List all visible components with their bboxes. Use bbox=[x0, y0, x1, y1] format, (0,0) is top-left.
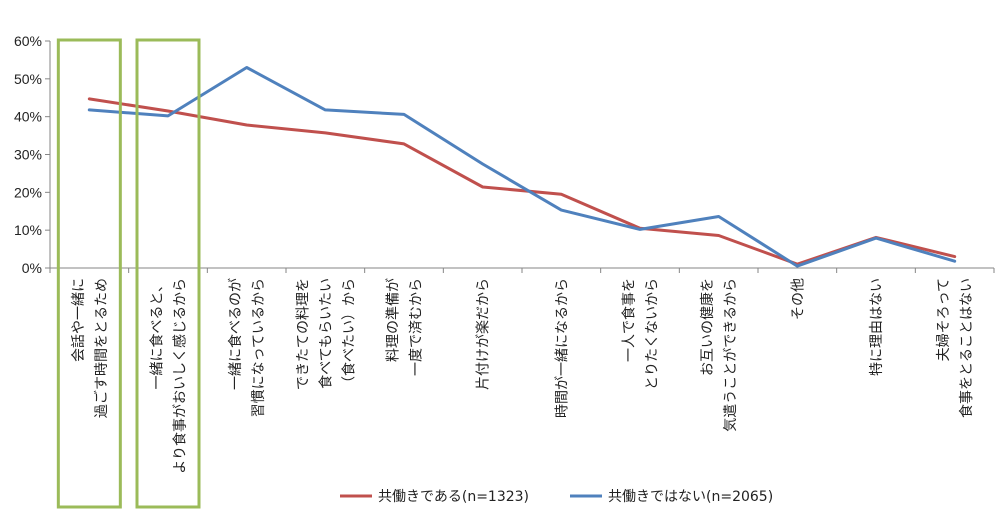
category-label-line: 時間が一緒になるから bbox=[554, 278, 570, 418]
category-label-line: 過ごす時間をとるため bbox=[94, 278, 110, 418]
y-tick-label: 60% bbox=[14, 33, 42, 49]
category-label: 会話や一緒に 過ごす時間をとるため bbox=[70, 278, 110, 418]
category-label: できたての料理を 食べてもらいたい （食べたい）から bbox=[295, 278, 357, 390]
category-label-line: お互いの健康を bbox=[699, 278, 716, 376]
y-tick-label: 30% bbox=[14, 147, 42, 163]
series-line-2 bbox=[87, 66, 957, 268]
y-tick-label: 20% bbox=[14, 184, 42, 200]
category-label-line: 気遣うことができるから bbox=[723, 278, 739, 432]
category-label-line: 夫婦そろって bbox=[935, 278, 952, 361]
category-label: 一緒に食べるのが 習慣になっているから bbox=[227, 278, 267, 417]
category-label-line: とりたくないから bbox=[645, 278, 661, 390]
category-label: お互いの健康を 気遣うことができるから bbox=[699, 278, 739, 432]
highlight-box bbox=[56, 38, 122, 509]
category-label-line: 食事をとることはない bbox=[958, 278, 975, 418]
legend-label: 共働きである(n=1323) bbox=[378, 489, 529, 505]
category-label-line: できたての料理を bbox=[295, 278, 311, 390]
category-label-line: より食事がおいしく感じるから bbox=[172, 278, 189, 474]
category-label: 夫婦そろって 食事をとることはない bbox=[935, 278, 975, 418]
category-label: 料理の準備が 一度で済むから bbox=[386, 278, 425, 376]
y-tick-label: 50% bbox=[14, 71, 42, 87]
x-axis bbox=[49, 267, 995, 273]
series-line-1 bbox=[87, 97, 957, 266]
category-label-line: 料理の準備が bbox=[386, 278, 402, 362]
category-label-line: 会話や一緒に bbox=[70, 278, 87, 362]
category-label-line: 習慣になっているから bbox=[250, 278, 267, 417]
category-labels: 会話や一緒に 過ごす時間をとるため 一緒に食べると、 より食事がおいしく感じるから 一緒… bbox=[70, 278, 975, 474]
y-axis: 0% 10% 20% 30% 40% 50% 60% bbox=[14, 33, 51, 276]
highlight-box bbox=[135, 38, 201, 509]
category-label: 時間が一緒になるから bbox=[554, 278, 570, 418]
category-label-line: 一人で食事を bbox=[621, 278, 638, 362]
category-label: 特に理由はない bbox=[869, 278, 885, 376]
category-label-line: （食べたい）から bbox=[340, 278, 357, 390]
category-label-line: 食べてもらいたい bbox=[317, 278, 334, 389]
series-lines bbox=[87, 66, 957, 268]
category-label: その他 bbox=[790, 278, 806, 320]
category-label: 一緒に食べると、 より食事がおいしく感じるから bbox=[149, 278, 189, 474]
y-tick-label: 0% bbox=[22, 260, 42, 276]
y-tick-label: 10% bbox=[14, 222, 42, 238]
category-label-line: 一緒に食べるのが bbox=[227, 278, 244, 390]
y-tick-label: 40% bbox=[14, 109, 42, 125]
legend: 共働きである(n=1323) 共働きではない(n=2065) bbox=[340, 489, 773, 505]
category-label: 一人で食事を とりたくないから bbox=[621, 278, 661, 390]
category-highlights bbox=[56, 38, 201, 509]
category-label-line: その他 bbox=[790, 278, 806, 320]
category-label-line: 一緒に食べると、 bbox=[149, 278, 166, 389]
category-label-line: 片付けが楽だから bbox=[476, 278, 492, 390]
category-label-line: 特に理由はない bbox=[869, 278, 885, 376]
category-label-line: 一度で済むから bbox=[409, 278, 425, 376]
category-label: 片付けが楽だから bbox=[476, 278, 492, 390]
legend-label: 共働きではない(n=2065) bbox=[608, 489, 773, 505]
